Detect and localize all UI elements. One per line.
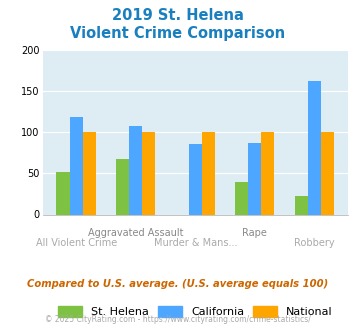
Text: © 2025 CityRating.com - https://www.cityrating.com/crime-statistics/: © 2025 CityRating.com - https://www.city…: [45, 315, 310, 324]
Bar: [295, 196, 308, 214]
Bar: [248, 143, 261, 214]
Bar: [189, 144, 202, 214]
Text: Robbery: Robbery: [294, 238, 335, 248]
Text: Aggravated Assault: Aggravated Assault: [88, 228, 184, 238]
Legend: St. Helena, California, National: St. Helena, California, National: [58, 306, 333, 317]
Bar: [83, 132, 96, 214]
Bar: [321, 132, 334, 214]
Bar: [129, 126, 142, 214]
Bar: [70, 117, 83, 214]
Bar: [56, 172, 70, 214]
Bar: [116, 159, 129, 214]
Text: All Violent Crime: All Violent Crime: [36, 238, 117, 248]
Bar: [308, 81, 321, 214]
Text: Murder & Mans...: Murder & Mans...: [153, 238, 237, 248]
Text: Violent Crime Comparison: Violent Crime Comparison: [70, 26, 285, 41]
Bar: [142, 132, 155, 214]
Bar: [202, 132, 215, 214]
Text: 2019 St. Helena: 2019 St. Helena: [111, 8, 244, 23]
Text: Compared to U.S. average. (U.S. average equals 100): Compared to U.S. average. (U.S. average …: [27, 279, 328, 289]
Text: Rape: Rape: [242, 228, 267, 238]
Bar: [261, 132, 274, 214]
Bar: [235, 182, 248, 215]
